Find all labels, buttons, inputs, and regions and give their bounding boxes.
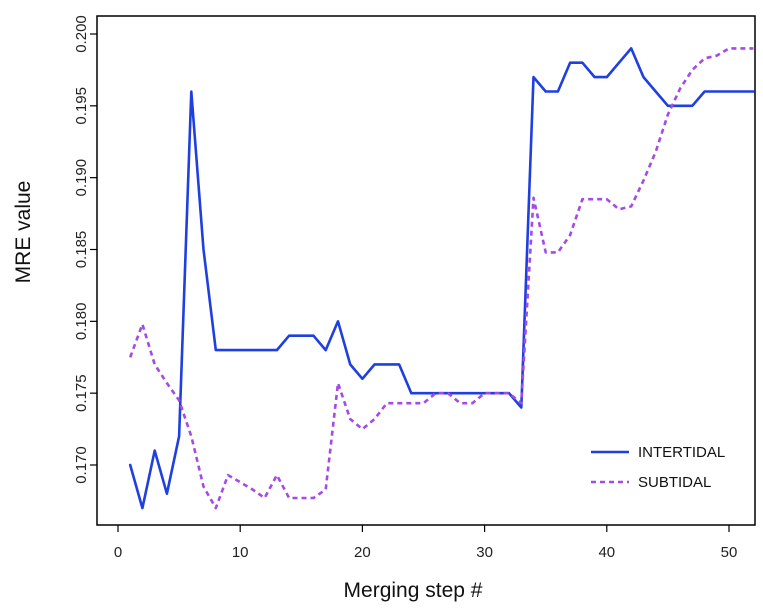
y-tick-label: 0.170: [73, 446, 90, 484]
series-layer: [128, 47, 755, 510]
x-axis-title: Merging step #: [344, 579, 483, 602]
x-tick-label: 0: [114, 544, 122, 561]
y-axis: 0.170 0.175 0.180 0.185 0.190 0.195 0.200: [73, 15, 97, 484]
x-axis: 0 10 20 30 40 50: [114, 525, 738, 561]
plot-frame: [96, 15, 756, 526]
x-tick-label: 20: [354, 544, 371, 561]
y-tick-label: 0.175: [73, 374, 90, 412]
y-tick-label: 0.200: [73, 15, 90, 53]
legend-label-subtidal: SUBTIDAL: [638, 474, 711, 491]
y-tick-label: 0.180: [73, 303, 90, 341]
legend: INTERTIDAL SUBTIDAL: [591, 444, 725, 491]
x-tick-label: 40: [598, 544, 615, 561]
y-tick-label: 0.190: [73, 159, 90, 197]
legend-label-intertidal: INTERTIDAL: [638, 444, 725, 461]
y-tick-label: 0.185: [73, 231, 90, 269]
x-tick-label: 10: [232, 544, 249, 561]
x-tick-label: 30: [476, 544, 493, 561]
y-tick-label: 0.195: [73, 87, 90, 125]
series-line-subtidal: [128, 47, 754, 510]
series-line-intertidal: [128, 47, 755, 510]
y-axis-title: MRE value: [12, 181, 35, 284]
x-tick-label: 50: [721, 544, 738, 561]
